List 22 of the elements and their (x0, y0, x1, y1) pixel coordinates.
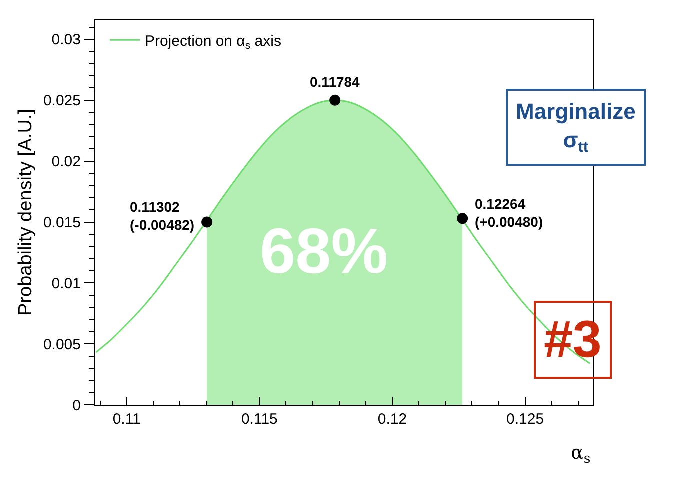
annotation: Marginalize σ$_{tt}$ (516, 99, 636, 156)
x-tick-label: 0.115 (241, 411, 278, 428)
point (202, 216, 213, 228)
y-tick-label: 0.01 (52, 275, 81, 292)
annotation: 0.11784 (310, 74, 360, 90)
annotation: 0.11302 (-0.00482) (130, 199, 195, 234)
annotation: 68% (260, 215, 388, 287)
y-tick-label: 0 (72, 397, 81, 414)
y-tick-label: 0.025 (43, 92, 81, 110)
x-axis-title: α$_{s}$ (571, 442, 591, 467)
y-axis-title: Probability density [A.U.] (15, 109, 36, 316)
x-tick-label: 0.12 (378, 411, 408, 428)
x-tick-label: 0.125 (506, 411, 544, 428)
y-tick-label: 0.005 (43, 336, 81, 354)
y-tick-label: 0.015 (43, 214, 81, 232)
y-tick-label: 0.03 (52, 32, 81, 49)
legend-label: Projection on α$_{s}$ axis (144, 32, 282, 52)
point (457, 213, 468, 224)
annotation: 0.12264 (+0.00480) (475, 196, 544, 230)
x-tick-label: 0.11 (112, 411, 141, 428)
point (330, 94, 341, 106)
y-tick-label: 0.02 (52, 154, 81, 171)
